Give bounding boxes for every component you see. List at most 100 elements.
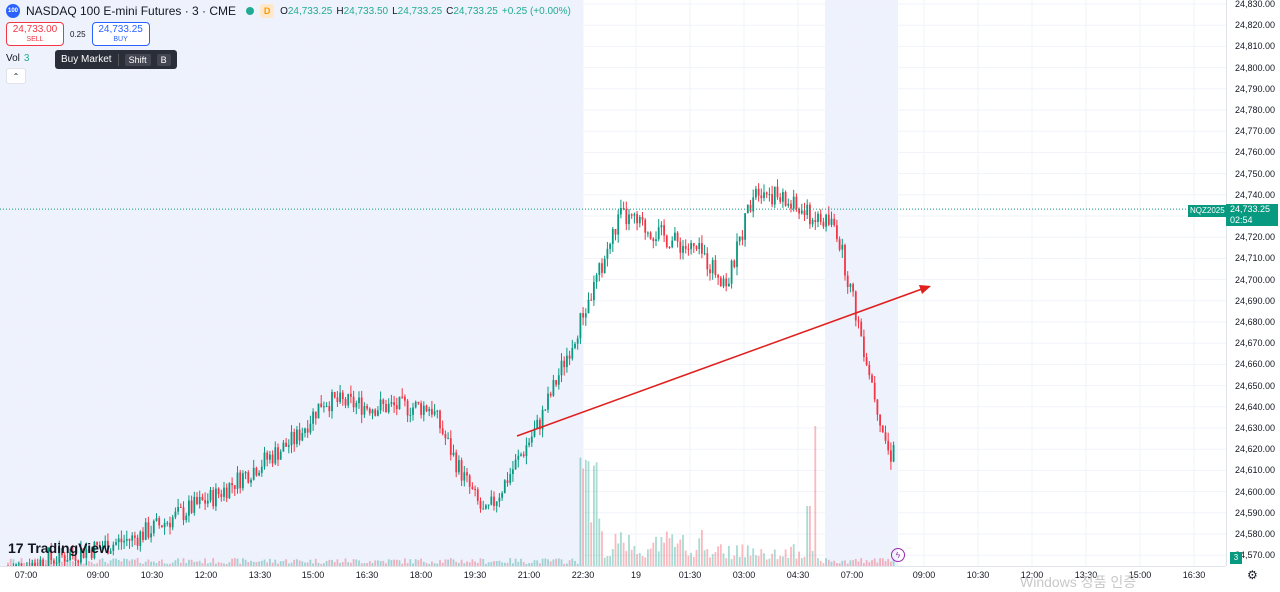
volume-bar — [26, 562, 28, 566]
time-axis[interactable]: 07:00 09:00 10:30 12:00 13:30 15:00 16:30 18:00… — [0, 566, 1226, 585]
candle-body — [452, 452, 455, 456]
candle-body — [782, 191, 784, 202]
volume-bar — [209, 562, 212, 566]
buy-button[interactable]: 24,733.25 BUY — [91, 22, 150, 46]
volume-bar — [158, 560, 161, 566]
candle-body — [15, 564, 17, 566]
volume-bar — [417, 560, 420, 566]
session-background — [0, 0, 583, 566]
volume-bar — [77, 559, 80, 566]
candle-body — [428, 408, 431, 412]
volume-bar — [336, 559, 339, 566]
candle-body — [873, 382, 876, 400]
volume-bar — [161, 559, 163, 566]
tradingview-logo[interactable]: 17 TradingView — [8, 540, 110, 556]
volume-bar — [514, 558, 517, 566]
candle-body — [622, 208, 625, 210]
volume-bar — [61, 561, 63, 566]
volume-bar — [487, 562, 490, 566]
candle-body — [563, 360, 566, 368]
candle-body — [574, 343, 576, 349]
collapse-legend-button[interactable]: ⌃ — [6, 68, 26, 84]
candle-body — [838, 239, 841, 250]
volume-bar — [749, 555, 752, 566]
volume-bar — [385, 563, 387, 566]
volume-bar — [23, 562, 26, 566]
candle-body — [71, 552, 74, 555]
candle-body — [887, 440, 890, 451]
candle-body — [441, 428, 444, 435]
volume-bar — [741, 544, 744, 566]
volume-bar — [755, 555, 757, 566]
volume-bar — [174, 560, 177, 566]
volume-bar — [236, 558, 239, 566]
candle-body — [217, 488, 220, 495]
time-tick-label: 09:00 — [86, 570, 110, 580]
volume-bar — [152, 561, 155, 566]
volume-bar — [363, 563, 366, 566]
candle-body — [163, 523, 166, 528]
candle-body — [711, 259, 714, 274]
candle-body — [179, 506, 182, 508]
volume-bar — [873, 558, 876, 566]
candle-body — [717, 275, 719, 278]
delayed-data-badge[interactable]: D — [260, 4, 275, 18]
sell-button[interactable]: 24,733.00 SELL — [6, 22, 64, 46]
volume-bar — [876, 562, 879, 566]
candle-body — [495, 501, 498, 506]
ohlc-value: +0.25 (+0.00%) — [501, 5, 571, 17]
volume-bar — [522, 562, 525, 566]
candle-body — [347, 393, 350, 406]
volume-bar — [563, 563, 566, 566]
ohlc-item: O24,733.25 — [280, 6, 332, 17]
flash-icon[interactable]: ϟ — [891, 548, 905, 562]
tooltip-divider — [117, 53, 119, 66]
volume-bar — [630, 549, 633, 566]
volume-bar — [860, 558, 863, 566]
candle-body — [150, 533, 152, 538]
candle-body — [107, 540, 109, 554]
ohlc-item: C24,733.25 — [446, 6, 498, 17]
candle-body — [560, 360, 563, 376]
volume-bar — [123, 558, 125, 566]
volume-bar — [725, 558, 728, 566]
candle-body — [414, 401, 417, 408]
volume-bar — [493, 561, 495, 566]
symbol-title[interactable]: NASDAQ 100 E-mini Futures · 3 · CME — [26, 4, 237, 18]
candle-body — [436, 410, 439, 412]
candle-body — [374, 409, 377, 416]
candle-body — [47, 550, 50, 566]
candle-body — [136, 537, 139, 546]
chevron-up-icon: ⌃ — [12, 71, 20, 81]
volume-bar — [220, 562, 223, 566]
candle-body — [536, 419, 539, 429]
volume-bar — [890, 561, 892, 566]
volume-bar — [676, 543, 679, 566]
volume-bar — [503, 562, 506, 566]
buy-label: BUY — [113, 35, 128, 43]
candle-body — [409, 414, 412, 416]
candle-body — [274, 447, 277, 464]
settings-gear-icon[interactable]: ⚙ — [1247, 568, 1258, 582]
candle-body — [412, 407, 414, 415]
candle-body — [501, 493, 503, 498]
volume-bar — [644, 557, 647, 566]
volume-bar — [441, 562, 444, 566]
candle-body — [485, 505, 487, 509]
chart-pane[interactable] — [0, 0, 1226, 566]
candle-body — [468, 475, 471, 487]
candle-body — [687, 248, 690, 250]
volume-legend[interactable]: Vol 3 — [6, 53, 29, 64]
price-axis[interactable]: 24,830.00 24,820.00 24,810.00 24,800.00 24,7… — [1226, 0, 1280, 566]
trend-arrow-line — [516, 288, 923, 437]
price-tick-label: 24,830.00 — [1235, 0, 1276, 9]
candle-body — [201, 496, 204, 501]
candle-body — [55, 562, 58, 564]
volume-bar — [771, 553, 773, 566]
candle-body — [447, 438, 449, 440]
volume-bar — [714, 552, 717, 566]
volume-bar — [884, 561, 887, 566]
volume-bar — [215, 563, 217, 566]
ohlc-key: L — [392, 5, 398, 17]
volume-bar — [404, 558, 406, 566]
